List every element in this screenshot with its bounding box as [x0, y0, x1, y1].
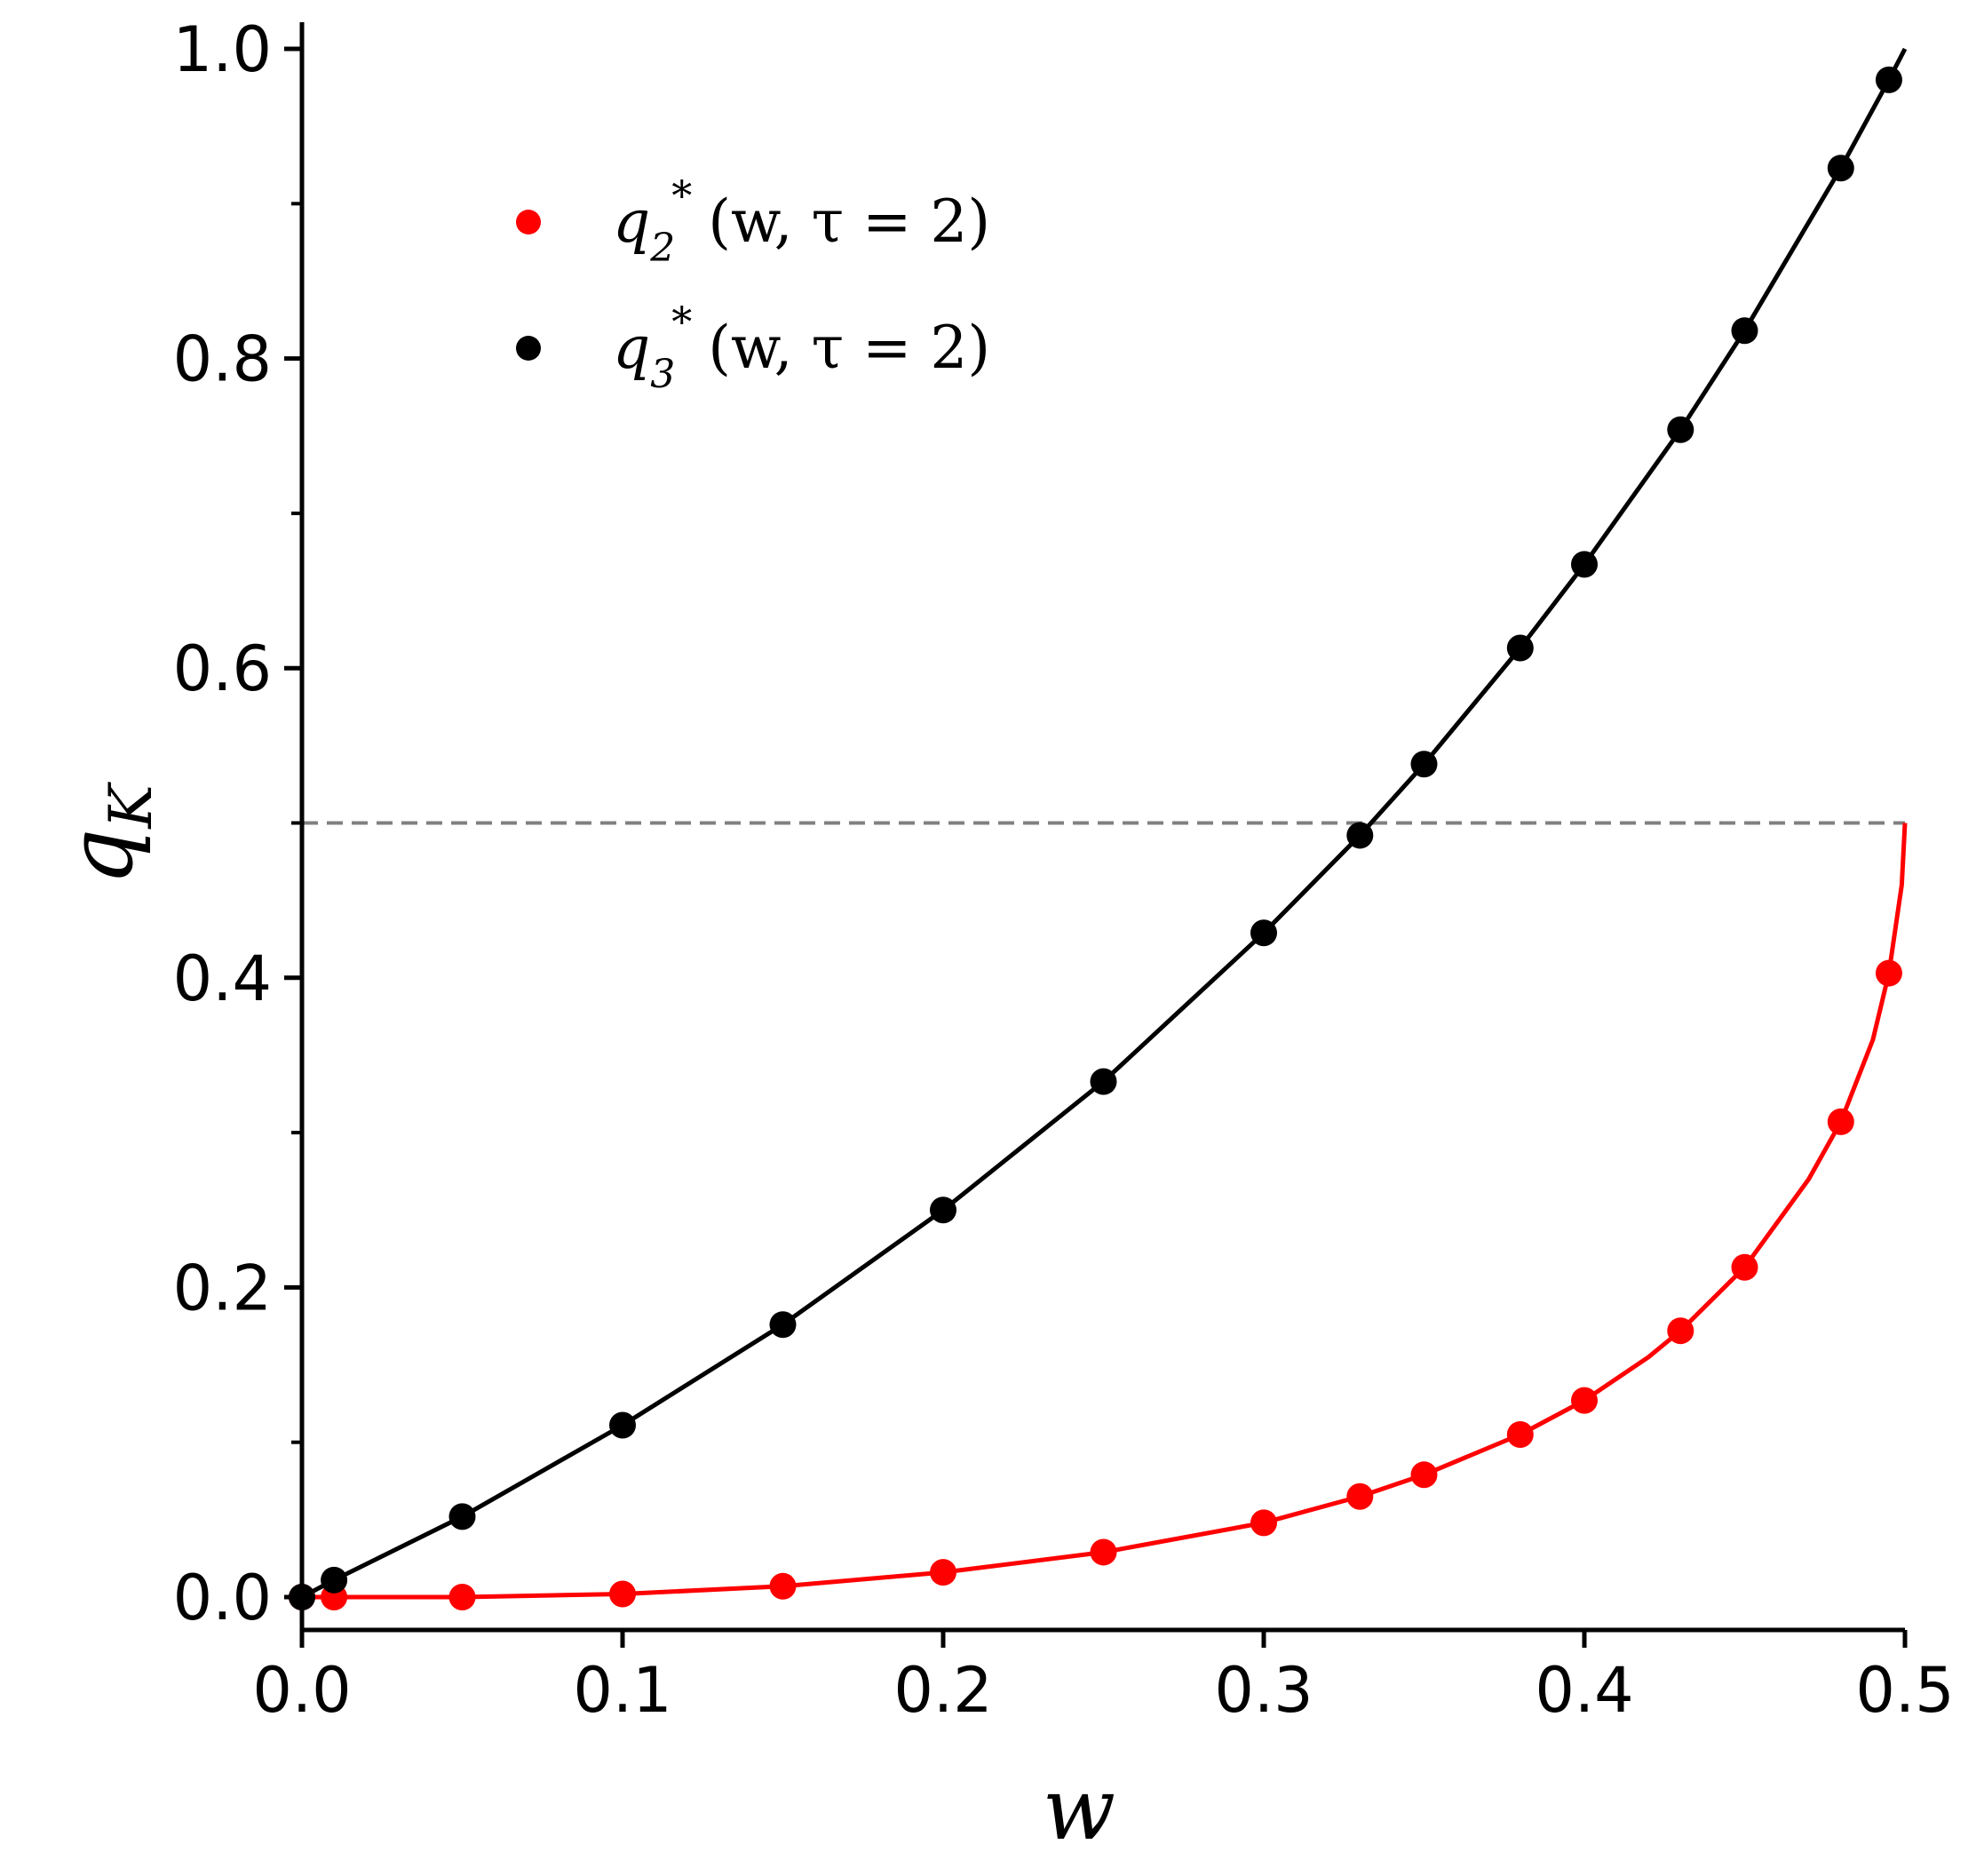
y-axis-label-base: q	[49, 829, 153, 886]
x-tick-label: 0.4	[1535, 1654, 1633, 1727]
axes	[299, 22, 1905, 1633]
point-q3	[1827, 155, 1854, 182]
point-q2	[1827, 1108, 1854, 1135]
point-q3	[1571, 551, 1598, 578]
y-tick-label: 0.0	[173, 1562, 272, 1634]
point-q3	[1346, 822, 1374, 849]
svg-text:q2*(w, τ = 2): q2 * (w, τ = 2)	[613, 171, 990, 271]
legend-marker-q3	[516, 336, 541, 361]
point-q2	[1875, 959, 1902, 987]
point-q2	[1090, 1538, 1117, 1566]
x-tick-label: 0.3	[1214, 1654, 1313, 1727]
point-q3	[769, 1311, 797, 1339]
point-q2	[448, 1584, 476, 1610]
point-q2	[1571, 1387, 1598, 1414]
point-layer	[289, 66, 1902, 1610]
point-q3	[1875, 66, 1902, 93]
point-q3	[321, 1566, 348, 1594]
ticks: 0.0 0.1 0.2 0.3 0.4 0.5 0.0 0.2 0.4 0.6 0.8 1.0	[173, 13, 1955, 1727]
y-axis-label-sub: K	[97, 782, 165, 830]
legend-q3-base: q	[613, 314, 650, 382]
point-q2	[769, 1572, 797, 1600]
x-tick-label: 0.1	[573, 1654, 671, 1727]
x-tick-label: 0.0	[252, 1654, 351, 1727]
point-q3	[609, 1411, 636, 1439]
y-tick-label: 0.2	[173, 1252, 272, 1324]
legend-entry-q2: q2 * (w, τ = 2)	[516, 171, 990, 271]
svg-text:qK: qK	[49, 782, 165, 886]
legend-q2-sup: *	[671, 171, 692, 219]
y-axis-label: qK	[49, 782, 165, 886]
point-q2	[1731, 1253, 1758, 1281]
legend: q2* (w, τ = 2) q3* (w, τ = 2)	[516, 171, 990, 397]
x-axis-label: w	[1043, 1760, 1115, 1859]
point-q3	[1506, 634, 1534, 662]
point-q3	[1250, 919, 1277, 947]
point-q3	[1731, 317, 1758, 345]
legend-marker-q2	[516, 210, 541, 234]
point-q2	[1346, 1483, 1374, 1510]
legend-q3-args: (w, τ = 2)	[708, 314, 990, 382]
point-q3	[1410, 751, 1438, 778]
point-q2	[609, 1580, 636, 1608]
x-tick-label: 0.2	[893, 1654, 992, 1727]
point-q2	[1667, 1317, 1694, 1345]
svg-text:q3*(w, τ = 2): q3 * (w, τ = 2)	[613, 298, 990, 397]
legend-q2-args: (w, τ = 2)	[708, 187, 990, 256]
y-tick-label: 0.4	[173, 942, 272, 1015]
point-q3	[1090, 1068, 1117, 1095]
point-q2	[1410, 1461, 1438, 1489]
legend-q2-sub: 2	[649, 226, 675, 271]
curve-q2	[302, 823, 1908, 1600]
y-tick-label: 0.8	[173, 323, 272, 396]
point-q2	[1250, 1509, 1277, 1537]
y-tick-label: 1.0	[173, 13, 272, 86]
point-q3	[448, 1503, 476, 1530]
legend-q3-sub: 3	[650, 352, 675, 397]
point-q2	[1506, 1420, 1534, 1448]
legend-q2-base: q	[613, 187, 650, 256]
point-q2	[930, 1559, 956, 1586]
point-q3	[930, 1196, 956, 1224]
x-tick-label: 0.5	[1855, 1654, 1954, 1727]
legend-q3-sup: *	[671, 298, 692, 346]
point-q3	[1667, 416, 1694, 443]
legend-entry-q3: q3 * (w, τ = 2)	[516, 298, 990, 397]
y-tick-label: 0.6	[173, 632, 272, 705]
